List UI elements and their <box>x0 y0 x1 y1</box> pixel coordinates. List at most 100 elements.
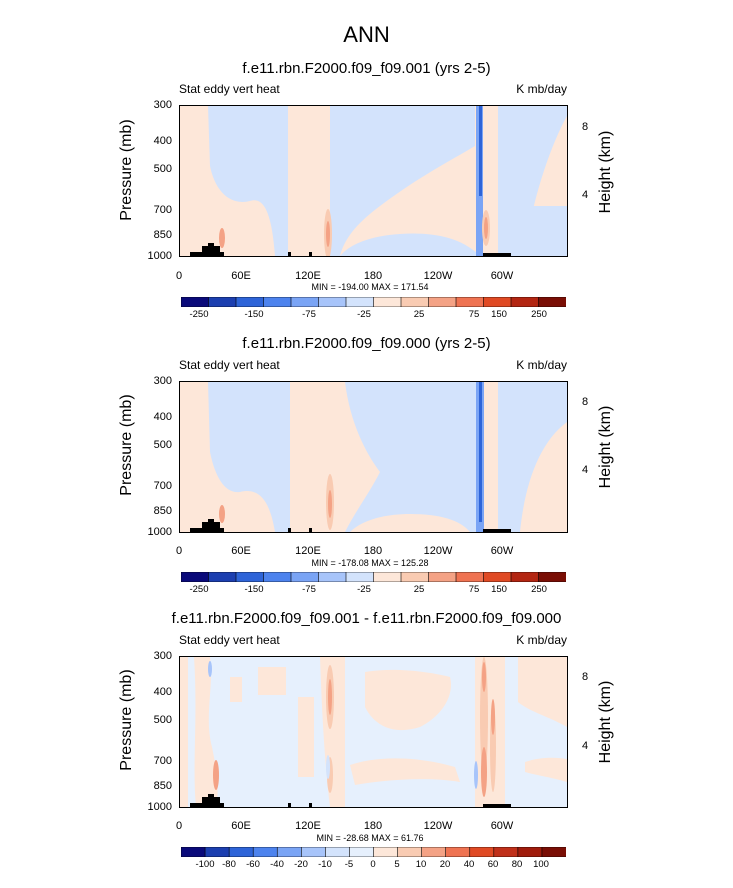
y-tick: 850 <box>153 505 172 517</box>
colorbar-swatch <box>235 572 265 582</box>
colorbar-swatch <box>290 297 320 307</box>
y2-axis-label: Height (km) <box>597 680 614 764</box>
colorbar-tick: -150 <box>244 584 264 595</box>
colorbar <box>181 847 566 857</box>
y-tick: 700 <box>153 480 172 492</box>
y-tick: 500 <box>153 439 172 451</box>
colorbar-labels: -250 -150 -75 -25 25 75 150 250 <box>181 584 566 598</box>
colorbar-tick: 80 <box>511 859 523 870</box>
x-tick: 0 <box>175 270 183 282</box>
colorbar-tick: 250 <box>531 584 547 595</box>
colorbar-swatch <box>345 572 375 582</box>
colorbar-swatch <box>181 847 206 857</box>
panel-title: f.e11.rbn.F2000.f09_f09.001 (yrs 2-5) <box>242 60 491 77</box>
colorbar <box>181 297 566 307</box>
colorbar-swatch <box>538 297 566 307</box>
y2-tick: 4 <box>582 464 589 476</box>
colorbar-tick: 100 <box>533 859 549 870</box>
colorbar-tick: -250 <box>189 584 209 595</box>
colorbar-swatch <box>228 847 254 857</box>
variable-label: Stat eddy vert heat <box>179 358 280 372</box>
x-tick: 120W <box>423 820 453 832</box>
y-tick: 700 <box>153 755 172 767</box>
colorbar-tick: 75 <box>468 309 480 320</box>
y2-tick: 4 <box>582 740 589 752</box>
colorbar-tick: -25 <box>357 309 371 320</box>
y2-tick: 8 <box>582 671 589 683</box>
colorbar-swatch <box>373 297 402 307</box>
min-max-text: MIN = -28.68 MAX = 61.76 <box>316 833 424 843</box>
y-tick: 850 <box>153 780 172 792</box>
x-tick: 60E <box>231 545 251 557</box>
x-tick: 120E <box>295 820 321 832</box>
colorbar-tick: -75 <box>302 584 316 595</box>
colorbar-tick: -20 <box>294 859 308 870</box>
colorbar-swatch <box>469 847 495 857</box>
colorbar-swatch <box>325 847 351 857</box>
colorbar-swatch <box>252 847 278 857</box>
colorbar-tick: 20 <box>439 859 451 870</box>
y-tick: 700 <box>153 204 172 216</box>
colorbar-swatch <box>483 572 512 582</box>
colorbar-tick: -40 <box>270 859 284 870</box>
colorbar-tick: -100 <box>195 859 215 870</box>
min-max-text: MIN = -194.00 MAX = 171.54 <box>311 282 429 292</box>
colorbar-labels: -250 -150 -75 -25 25 75 150 250 <box>181 309 566 323</box>
x-tick: 120W <box>423 270 453 282</box>
y2-axis-label: Height (km) <box>597 130 614 214</box>
colorbar-tick: -75 <box>302 309 316 320</box>
y2-tick: 8 <box>582 396 589 408</box>
y-tick: 1000 <box>147 801 172 813</box>
y-axis-label: Pressure (mb) <box>118 119 135 221</box>
colorbar-swatch <box>181 572 210 582</box>
colorbar-labels: -100 -80 -60 -40 -20 -10 -5 0 5 10 20 40… <box>181 859 566 873</box>
plot-area <box>179 656 568 808</box>
colorbar-swatch <box>493 847 519 857</box>
x-tick: 120E <box>295 270 321 282</box>
x-tick: 0 <box>175 545 183 557</box>
colorbar-tick: -150 <box>244 309 264 320</box>
colorbar-swatch <box>345 297 375 307</box>
colorbar-tick: 5 <box>394 859 400 870</box>
y2-tick: 4 <box>582 189 589 201</box>
colorbar-swatch <box>538 572 566 582</box>
colorbar-swatch <box>318 297 347 307</box>
colorbar-swatch <box>263 572 292 582</box>
variable-label: Stat eddy vert heat <box>179 82 280 96</box>
colorbar-swatch <box>208 297 237 307</box>
y-tick: 400 <box>153 686 172 698</box>
colorbar-swatch <box>276 847 302 857</box>
colorbar-tick: 40 <box>463 859 475 870</box>
colorbar-swatch <box>483 297 512 307</box>
x-tick: 180 <box>363 270 383 282</box>
x-tick: 60W <box>490 820 514 832</box>
colorbar-swatch <box>301 847 326 857</box>
x-tick: 60W <box>490 270 514 282</box>
colorbar <box>181 572 566 582</box>
colorbar-tick: 10 <box>415 859 427 870</box>
variable-label: Stat eddy vert heat <box>179 633 280 647</box>
colorbar-tick: 0 <box>370 859 376 870</box>
y-tick: 400 <box>153 411 172 423</box>
y-tick: 500 <box>153 163 172 175</box>
y-tick: 300 <box>153 375 172 387</box>
colorbar-swatch <box>397 847 423 857</box>
colorbar-tick: -25 <box>357 584 371 595</box>
colorbar-swatch <box>510 297 540 307</box>
y2-tick: 8 <box>582 121 589 133</box>
y-tick: 400 <box>153 135 172 147</box>
colorbar-swatch <box>263 297 292 307</box>
y-tick: 300 <box>153 99 172 111</box>
colorbar-swatch <box>400 297 430 307</box>
colorbar-swatch <box>349 847 375 857</box>
x-tick: 0 <box>175 820 183 832</box>
x-tick: 120E <box>295 545 321 557</box>
y-tick: 1000 <box>147 526 172 538</box>
figure-title: ANN <box>343 22 390 47</box>
colorbar-swatch <box>290 572 320 582</box>
colorbar-tick: 25 <box>413 584 425 595</box>
x-tick: 180 <box>363 545 383 557</box>
colorbar-tick: 60 <box>487 859 499 870</box>
colorbar-swatch <box>208 572 237 582</box>
plot-area <box>179 105 568 257</box>
